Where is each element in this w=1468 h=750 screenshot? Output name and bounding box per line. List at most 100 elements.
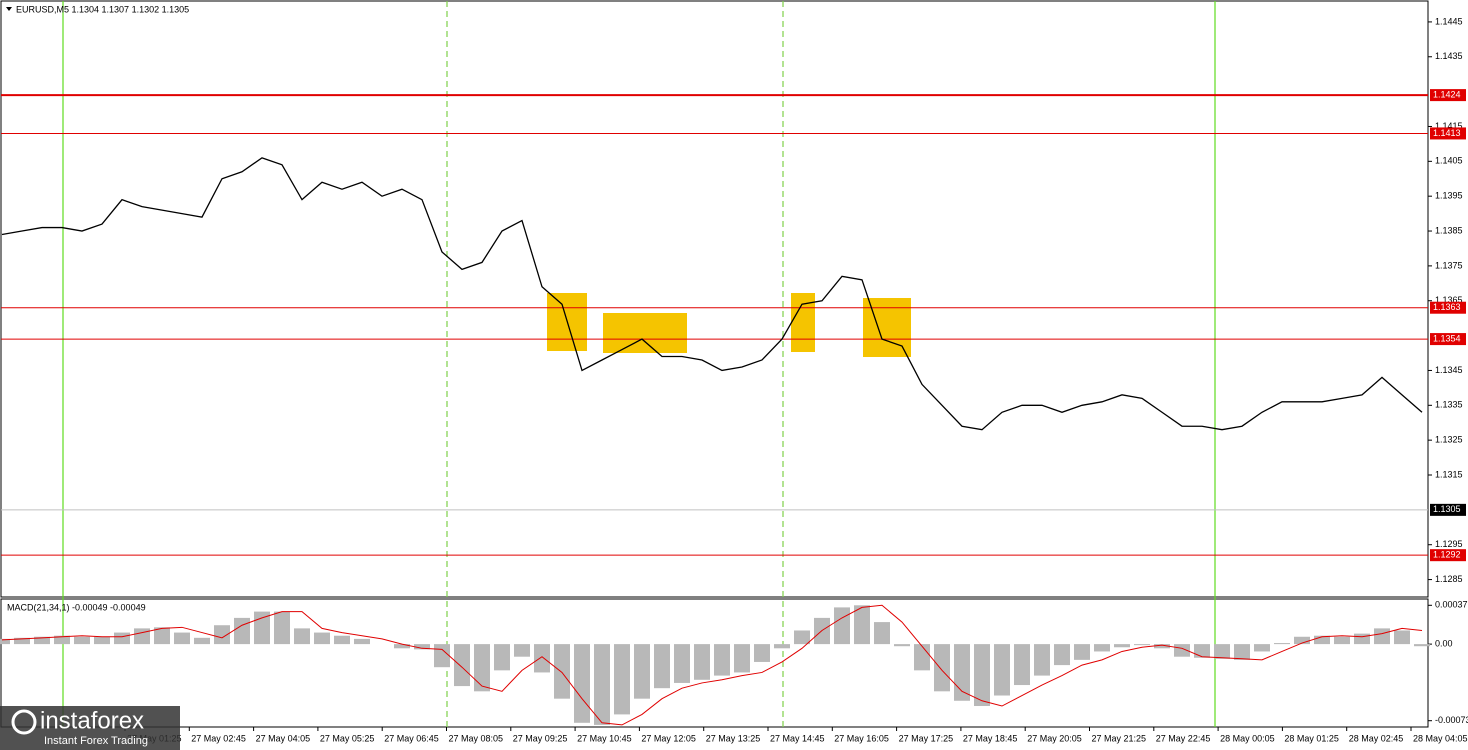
y-tick-label: 1.1395 xyxy=(1435,191,1463,201)
y-tick-label: 1.1415 xyxy=(1435,121,1463,131)
y-tick-label: 1.1345 xyxy=(1435,365,1463,375)
macd-bar xyxy=(1374,628,1390,645)
macd-bar xyxy=(694,644,710,680)
macd-bar xyxy=(1074,644,1090,660)
macd-bar xyxy=(1034,644,1050,676)
macd-bar xyxy=(174,632,190,645)
macd-bar xyxy=(994,644,1010,696)
macd-bar xyxy=(474,644,490,692)
macd-bar xyxy=(514,644,530,657)
logo-icon xyxy=(11,709,37,735)
x-tick-label: 28 May 01:25 xyxy=(1284,733,1339,743)
macd-bar xyxy=(454,644,470,687)
y-tick-label: 1.1315 xyxy=(1435,469,1463,479)
level-label: 1.1363 xyxy=(1430,301,1466,314)
macd-bar xyxy=(1294,636,1310,645)
x-tick-label: 27 May 20:05 xyxy=(1027,733,1082,743)
macd-bar xyxy=(1414,644,1430,647)
macd-bar xyxy=(1274,643,1290,645)
macd-bar xyxy=(734,644,750,673)
macd-bar xyxy=(634,644,650,699)
macd-bar xyxy=(1134,644,1150,646)
menu-arrow xyxy=(6,7,12,11)
macd-bar xyxy=(1154,644,1170,649)
macd-bar xyxy=(674,644,690,683)
macd-bar xyxy=(954,644,970,701)
level-label: 1.1424 xyxy=(1430,89,1466,102)
level-label: 1.1354 xyxy=(1430,333,1466,346)
macd-bar xyxy=(94,636,110,645)
macd-bar xyxy=(134,628,150,645)
level-label-text: 1.1363 xyxy=(1433,302,1461,312)
macd-bar xyxy=(1194,644,1210,658)
level-label-text: 1.1413 xyxy=(1433,128,1461,138)
macd-bar xyxy=(434,644,450,668)
price-panel xyxy=(0,0,1429,598)
x-tick-label: 27 May 05:25 xyxy=(320,733,375,743)
x-tick-label: 27 May 17:25 xyxy=(899,733,954,743)
level-label-bg xyxy=(1430,301,1466,314)
macd-bar xyxy=(594,644,610,725)
macd-bar xyxy=(334,635,350,645)
y-tick-label: 1.1405 xyxy=(1435,156,1463,166)
y-tick-label: 1.1365 xyxy=(1435,295,1463,305)
macd-bar xyxy=(714,644,730,676)
y-tick-label: 1.1385 xyxy=(1435,225,1463,235)
macd-bar xyxy=(1114,644,1130,648)
macd-bar xyxy=(754,644,770,662)
logo: instaforex Instant Forex Trading xyxy=(0,706,180,750)
level-label-text: 1.1354 xyxy=(1433,333,1461,343)
macd-bar xyxy=(614,644,630,715)
y-tick-label: 1.1325 xyxy=(1435,435,1463,445)
macd-bar xyxy=(1054,644,1070,666)
macd-bar xyxy=(394,644,410,649)
y-tick-label: 1.1375 xyxy=(1435,260,1463,270)
signal-box xyxy=(791,293,815,352)
macd-bar xyxy=(534,644,550,673)
price-line xyxy=(1,157,1423,431)
macd-bar xyxy=(194,637,210,645)
macd-bar xyxy=(74,636,90,645)
x-tick-label: 27 May 16:05 xyxy=(834,733,889,743)
plot-layer: 1.1445 1.1435 1.1415 1.1405 1.1395 1.1385 1.13… xyxy=(0,16,1468,743)
x-tick-label: 27 May 06:45 xyxy=(384,733,439,743)
level-label-bg xyxy=(1430,549,1466,562)
y-tick-label: 1.1335 xyxy=(1435,400,1463,410)
macd-bar xyxy=(574,644,590,723)
x-tick-label: 27 May 22:45 xyxy=(1156,733,1211,743)
macd-bar xyxy=(834,607,850,645)
x-tick-label: 27 May 10:45 xyxy=(577,733,632,743)
macd-bar xyxy=(1334,636,1350,645)
macd-bar xyxy=(214,625,230,645)
macd-bar xyxy=(0,638,10,645)
y-tick-label: 0.00037 xyxy=(1435,600,1468,610)
macd-bar xyxy=(414,644,430,650)
chart-title: EURUSD,M5 1.1304 1.1307 1.1302 1.1305 xyxy=(16,4,189,14)
macd-bar xyxy=(1394,630,1410,645)
y-tick-label: -0.00073 xyxy=(1435,715,1468,725)
macd-bar xyxy=(914,644,930,671)
macd-bar xyxy=(894,644,910,647)
macd-bar xyxy=(494,644,510,671)
level-label-bg xyxy=(1430,127,1466,140)
macd-bar xyxy=(114,632,130,645)
macd-bar xyxy=(1354,633,1370,645)
x-tick-label: 27 May 14:45 xyxy=(770,733,825,743)
macd-bar xyxy=(154,627,170,645)
macd-bar xyxy=(934,644,950,692)
signal-line xyxy=(1,604,1423,726)
macd-bar xyxy=(854,605,870,645)
x-tick-label: 27 May 08:05 xyxy=(449,733,504,743)
x-tick-label: 27 May 18:45 xyxy=(963,733,1018,743)
macd-bar xyxy=(314,632,330,645)
logo-name: instaforex xyxy=(40,707,144,734)
macd-bar xyxy=(34,636,50,645)
y-tick-label: 0.00 xyxy=(1435,638,1453,648)
y-tick-label: 1.1445 xyxy=(1435,16,1463,26)
macd-bar xyxy=(794,630,810,645)
signal-box xyxy=(603,313,687,353)
macd-bar xyxy=(294,628,310,645)
level-label: 1.1305 xyxy=(1430,503,1466,516)
macd-title: MACD(21,34,1) -0.00049 -0.00049 xyxy=(7,602,146,612)
macd-bar xyxy=(1234,644,1250,660)
